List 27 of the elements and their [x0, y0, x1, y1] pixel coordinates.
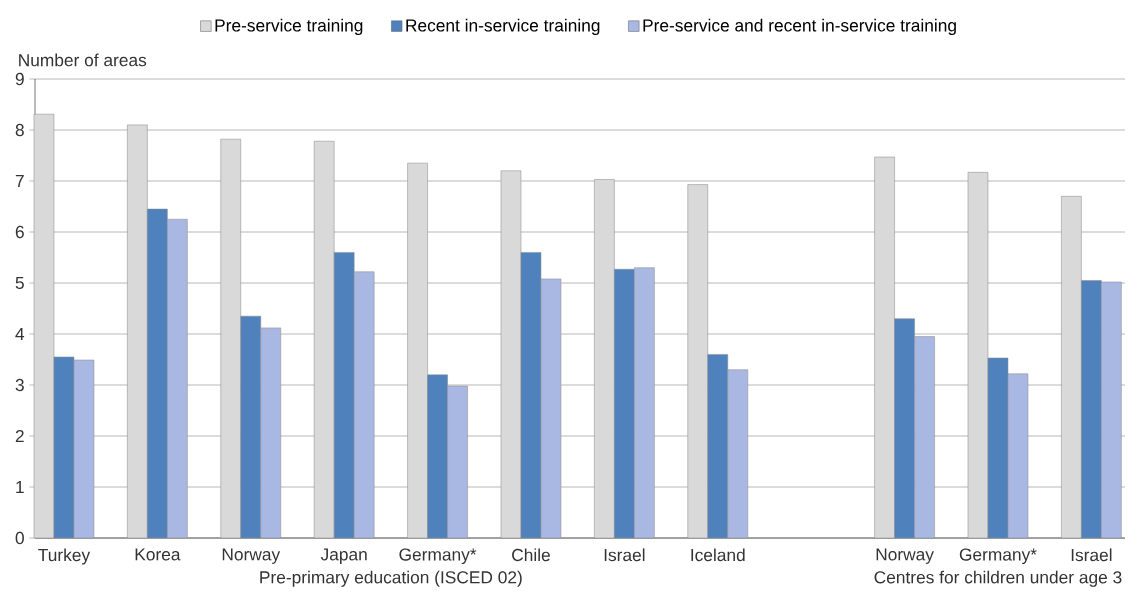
y-axis-title: Number of areas: [19, 53, 147, 67]
y-tick-label: 7: [15, 175, 24, 187]
y-tick-label: 3: [15, 378, 24, 392]
legend-label: Pre-service and recent in-service training: [643, 18, 956, 36]
legend-label: Recent in-service training: [406, 18, 600, 36]
text: Centres for children under age 3: [874, 570, 1122, 587]
legend-label: Pre-service training: [215, 18, 363, 36]
x-tick-label: Germany*: [399, 548, 477, 565]
x-tick-label: Japan: [320, 548, 367, 564]
y-tick-label: 6: [15, 225, 24, 239]
y-tick-label: 4: [15, 328, 25, 340]
y-tick-label: 2: [15, 429, 24, 443]
x-tick-label: Turkey: [38, 548, 91, 565]
x-tick-label: Korea: [135, 548, 181, 561]
x-tick-label: Chile: [512, 548, 550, 562]
y-tick-label: 9: [15, 72, 24, 86]
x-tick-label: Israel: [1071, 548, 1112, 562]
x-tick-label: Norway: [876, 548, 934, 564]
x-tick-label: Israel: [604, 548, 645, 562]
y-tick-label: 0: [15, 531, 24, 545]
y-tick-label: 1: [16, 481, 24, 493]
x-tick-label: Norway: [222, 548, 281, 564]
x-tick-label: Germany*: [959, 548, 1037, 565]
x-tick-label: Iceland: [691, 548, 745, 562]
y-tick-label: 8: [15, 123, 24, 137]
y-tick-label: 5: [15, 276, 24, 290]
text: Pre-primary education (ISCED 02): [260, 570, 522, 587]
